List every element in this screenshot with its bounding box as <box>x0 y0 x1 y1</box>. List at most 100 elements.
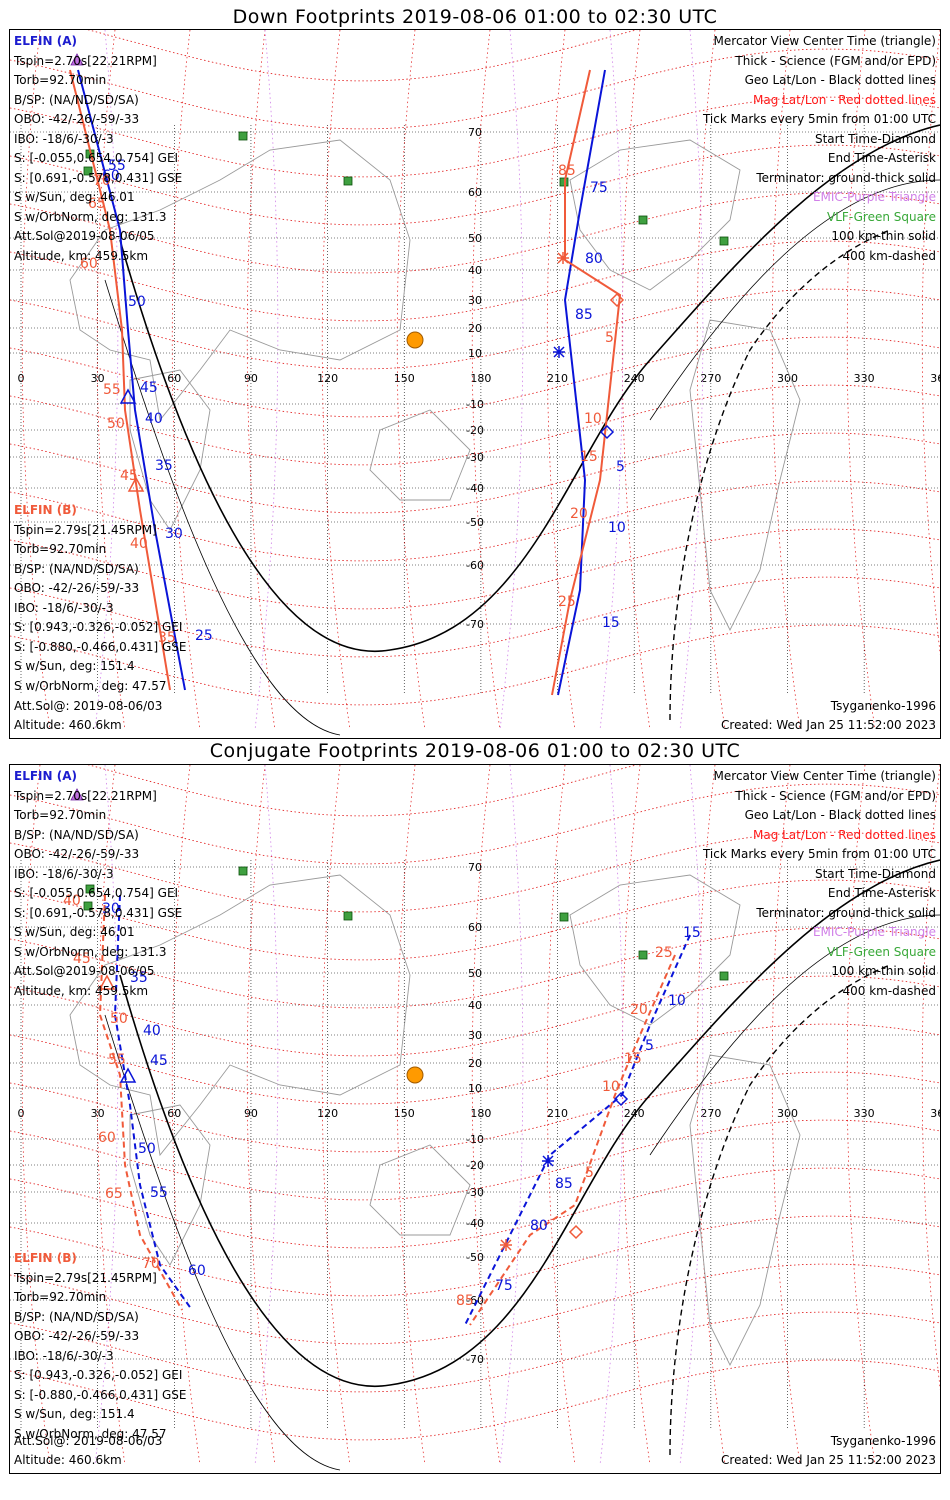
elfin-b-line: B/SP: (NA/ND/SD/SA) <box>14 561 139 576</box>
elfin-a-line: B/SP: (NA/ND/SD/SA) <box>14 92 139 107</box>
legend-item: 100 km-thin solid <box>831 229 936 243</box>
elfin-a-info: ELFIN (A) Tspin=2.70s[22.21RPM] Torb=92.… <box>14 767 182 1001</box>
lon-tick-label: 60 <box>167 1107 181 1120</box>
elfin-b-line: S w/Sun, deg: 151.4 <box>14 1407 135 1421</box>
lon-tick-label: 90 <box>244 1107 258 1120</box>
mag-lat-line <box>10 783 940 865</box>
mag-lat-line <box>10 576 940 658</box>
elfin-b-tick-label: 5 <box>605 330 614 346</box>
end-asterisk-icon <box>542 1155 554 1167</box>
mag-lat-line <box>87 30 638 82</box>
emic-meridian <box>599 765 624 1466</box>
elfin-b-line: S: [-0.880,-0.466,0.431] GSE <box>14 639 187 654</box>
map-canvas-conjugate: 0306090120150180210240270300330360706050… <box>10 765 940 1471</box>
mag-lat-line <box>10 1215 940 1297</box>
elfin-b-tick-label: 50 <box>107 416 125 432</box>
elfin-b-tick-label: 85 <box>456 1293 474 1309</box>
elfin-b-header: ELFIN (B) <box>14 1251 77 1265</box>
lat-tick-label: -20 <box>466 424 484 437</box>
legend-item: Terminator: ground-thick solid <box>756 170 936 185</box>
model-name: Tsyganenko-1996 <box>830 1434 936 1448</box>
elfin-b-line: Att.Sol@: 2019-08-06/03 <box>14 699 163 713</box>
lon-tick-label: 120 <box>317 1107 338 1120</box>
mag-lon-line <box>696 30 726 731</box>
elfin-b-line: Altitude: 460.6km <box>14 718 122 732</box>
lat-tick-label: -50 <box>466 1251 484 1264</box>
elfin-a-line: IBO: -18/6/-30/-3 <box>14 866 114 881</box>
elfin-a-line: Tspin=2.70s[22.21RPM] <box>14 788 157 803</box>
elfin-a-line: IBO: -18/6/-30/-3 <box>14 131 114 146</box>
vlf-square-icon <box>83 166 93 176</box>
start-diamond-icon <box>568 1224 584 1240</box>
panel-title-down: Down Footprints 2019-08-06 01:00 to 02:3… <box>232 6 718 28</box>
elfin-a-tick-label: 50 <box>138 1141 156 1157</box>
created-stamp: Created: Wed Jan 25 11:52:00 2023 <box>721 1453 936 1467</box>
elfin-a-tick-label: 50 <box>128 294 146 310</box>
vlf-square-icon <box>343 176 353 186</box>
elfin-a-header: ELFIN (A) <box>14 769 77 783</box>
mag-lon-line <box>171 765 201 1466</box>
vlf-square-icon <box>238 866 248 876</box>
emic-meridian <box>499 765 524 1466</box>
mag-lon-line <box>771 30 801 731</box>
lat-tick-label: 50 <box>468 232 482 245</box>
elfin-a-tick-label: 75 <box>590 180 608 196</box>
vlf-square-icon <box>83 901 93 911</box>
terminator-100km <box>104 914 940 1471</box>
lat-tick-label: 30 <box>468 1029 482 1042</box>
lat-tick-label: 60 <box>468 186 482 199</box>
elfin-a-tick-label: 85 <box>575 307 593 323</box>
elfin-b-tick-label: 20 <box>570 506 588 522</box>
lon-tick-label: 210 <box>547 372 568 385</box>
mag-lon-line <box>921 765 940 1391</box>
elfin-b-info: ELFIN (B) Tspin=2.79s[21.45RPM] Torb=92.… <box>14 501 187 696</box>
elfin-a-tick-label: 30 <box>102 901 120 917</box>
elfin-a-tick-label: 40 <box>143 1023 161 1039</box>
elfin-a-line: B/SP: (NA/ND/SD/SA) <box>14 827 139 842</box>
mag-lat-line <box>10 1023 940 1105</box>
legend-item: Tick Marks every 5min from 01:00 UTC <box>702 847 936 861</box>
elfin-b-tick-label: 70 <box>93 173 111 189</box>
lon-tick-label: 360 <box>930 1107 940 1120</box>
coastline <box>369 1144 471 1236</box>
mag-lat-line <box>10 1119 940 1201</box>
elfin-b-line: OBO: -42/-26/-59/-33 <box>14 581 140 595</box>
elfin-b-tick-label: 15 <box>624 1051 642 1067</box>
start-diamond-icon <box>613 1091 629 1107</box>
mag-lon-line <box>621 30 651 731</box>
lat-tick-label: -40 <box>466 1217 484 1230</box>
view-center-triangle-icon <box>119 388 137 404</box>
vlf-square-icon <box>719 971 729 981</box>
lat-tick-label: -70 <box>466 618 484 631</box>
lon-tick-label: 0 <box>18 1107 25 1120</box>
elfin-a-tick-label: 35 <box>155 458 173 474</box>
legend-item: Geo Lat/Lon - Black dotted lines <box>744 73 936 87</box>
terminator-100km <box>104 179 940 736</box>
map-canvas-down: 0306090120150180210240270300330360706050… <box>10 30 940 736</box>
mag-lat-line <box>10 624 940 706</box>
legend-item: EMIC-Purple Triangle <box>812 190 936 204</box>
lat-tick-label: -70 <box>466 1353 484 1366</box>
mag-lon-line <box>921 30 940 656</box>
elfin-b-tick-label: 55 <box>103 382 121 398</box>
elfin-b-line: S w/Sun, deg: 151.4 <box>14 659 135 673</box>
elfin-b-tick-label: 40 <box>63 893 81 909</box>
mag-lat-line <box>10 927 940 1009</box>
coastline <box>689 1054 801 1367</box>
elfin-a-tick-label: 85 <box>555 1176 573 1192</box>
mag-lat-line <box>10 96 940 178</box>
elfin-a-line: S: [-0.055,0.654,0.754] GEI <box>14 151 179 165</box>
lat-tick-label: -50 <box>466 516 484 529</box>
vlf-square-icon <box>559 912 569 922</box>
emic-meridian <box>599 30 624 731</box>
emic-meridian <box>679 30 704 731</box>
elfin-b-line: IBO: -18/6/-30/-3 <box>14 1348 114 1363</box>
view-center-triangle-icon <box>98 974 116 990</box>
elfin-b-header: ELFIN (B) <box>14 503 77 517</box>
elfin-a-line: S: [0.691,-0.578,0.431] GSE <box>14 170 183 185</box>
lon-tick-label: 150 <box>394 372 415 385</box>
elfin-b-tick-label: 15 <box>580 449 598 465</box>
terminator-400km <box>669 229 891 721</box>
model-info: Tsyganenko-1996 Created: Wed Jan 25 11:5… <box>721 697 936 735</box>
coastline <box>369 409 471 501</box>
